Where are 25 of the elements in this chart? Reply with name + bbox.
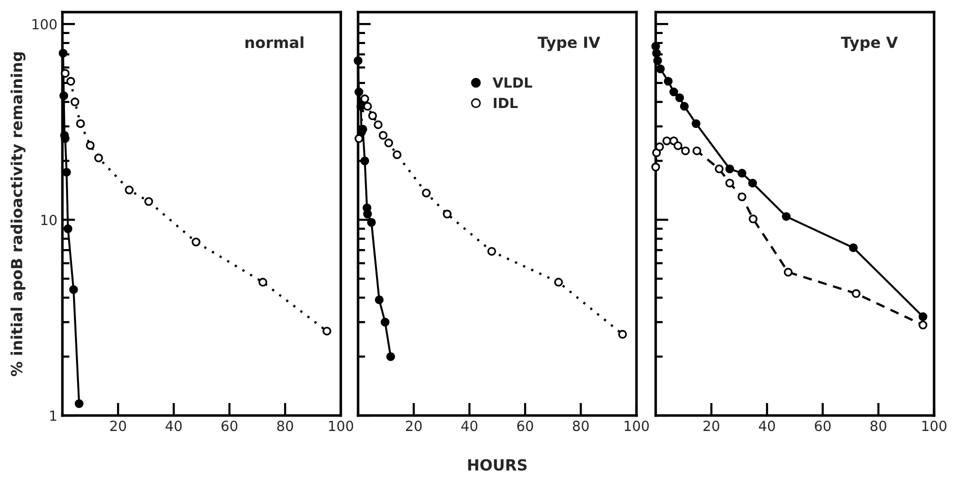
x-tick-label: 20: [406, 420, 422, 432]
y-tick-label: 1: [50, 410, 56, 421]
x-tick-label: 60: [222, 420, 238, 432]
x-tick-label: 40: [758, 420, 775, 432]
legend-label: IDL: [494, 98, 518, 108]
text: Type IV: [538, 36, 600, 52]
legend-label: VLDL: [492, 78, 532, 88]
x-tick-label: 100: [329, 420, 354, 432]
y-tick-label: 10: [41, 214, 57, 226]
y-tick-label: 100: [32, 19, 57, 30]
x-tick-label: 20: [704, 420, 720, 432]
x-tick-label: 40: [166, 420, 182, 432]
x-tick-label: 20: [110, 420, 126, 432]
x-tick-label: 80: [870, 420, 886, 432]
x-tick-label: 100: [922, 420, 946, 432]
x-tick-label: 60: [517, 420, 534, 432]
text: normal: [246, 36, 304, 48]
x-tick-label: 100: [624, 420, 649, 432]
y-axis-title: % initial apoB radioactivity remaining: [10, 52, 26, 376]
x-tick-label: 80: [572, 420, 589, 432]
text: Type V: [840, 36, 898, 52]
x-axis-title: HOURS: [468, 459, 527, 471]
x-tick-label: 60: [814, 420, 831, 432]
x-tick-label: 40: [461, 420, 478, 432]
x-tick-label: 80: [277, 420, 294, 432]
